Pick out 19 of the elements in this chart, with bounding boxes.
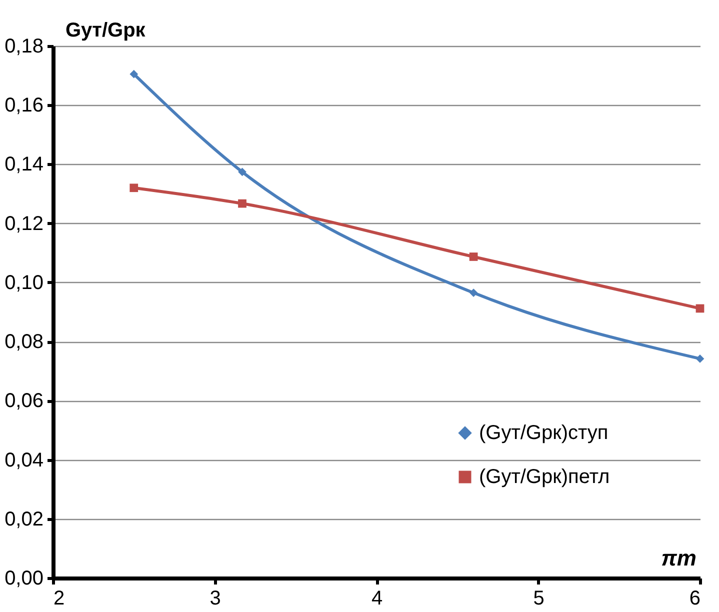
- y-tick-label: 0,16: [4, 94, 44, 117]
- legend-label: (Gyт/Gpк)ступ: [479, 422, 608, 444]
- y-tick-label: 0,02: [4, 508, 44, 530]
- y-tick-label: 0,14: [4, 154, 44, 176]
- y-tick-label: 0,04: [4, 449, 44, 472]
- x-tick-label: 2: [54, 588, 65, 610]
- legend-label: (Gyт/Gpк)петл: [479, 466, 610, 488]
- y-tick-label: 0,06: [4, 390, 44, 412]
- y-tick-label: 0,18: [4, 36, 44, 58]
- x-tick-label: 5: [533, 588, 544, 610]
- y-tick-label: 0,00: [4, 568, 44, 590]
- y-tick-label: 0,10: [4, 272, 44, 294]
- y-axis-title: Gyт/Gpк: [66, 20, 146, 42]
- x-axis-title: πm: [661, 546, 696, 570]
- x-tick-label: 6: [689, 588, 700, 610]
- x-tick-label: 3: [210, 588, 221, 610]
- y-tick-label: 0,08: [4, 331, 44, 354]
- y-tick-label: 0,12: [4, 212, 44, 235]
- x-tick-label: 4: [371, 588, 383, 610]
